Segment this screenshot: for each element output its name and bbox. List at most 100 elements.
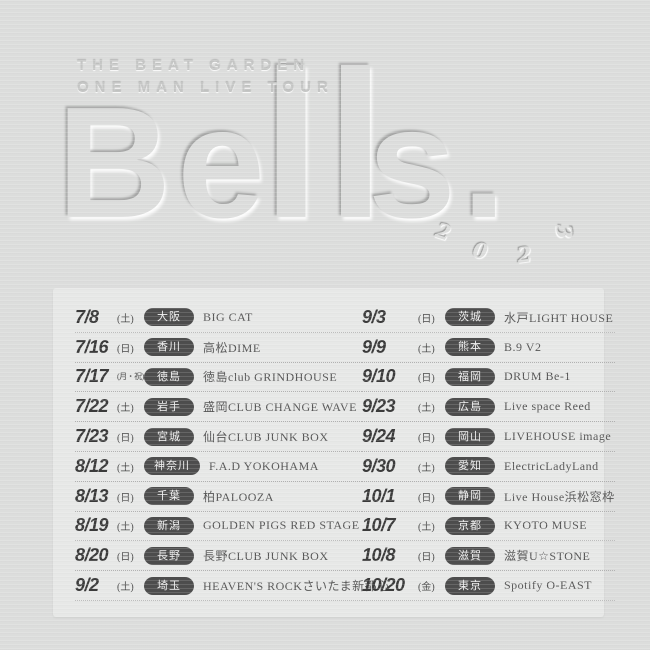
prefecture-badge: 京都 xyxy=(445,516,495,535)
venue-name: DRUM Be-1 xyxy=(504,369,571,384)
show-date: 9/30 xyxy=(362,455,396,476)
show-day-of-week: (土) xyxy=(117,403,134,415)
show-day-of-week: (日) xyxy=(117,492,134,504)
venue-name: 仙台CLUB JUNK BOX xyxy=(203,430,329,445)
show-date: 10/20 xyxy=(362,575,405,596)
year-digit-0: 0 xyxy=(470,236,490,265)
prefecture-badge: 宮城 xyxy=(144,427,194,446)
show-date: 10/7 xyxy=(362,515,396,536)
prefecture-badge: 静岡 xyxy=(445,487,495,506)
show-date: 9/24 xyxy=(362,426,396,447)
show-day-of-week: (月・祝) xyxy=(117,372,144,382)
schedule-row: 7/17 (月・祝) 徳島 徳島club GRINDHOUSE xyxy=(75,363,362,393)
year-digit-3: 3 xyxy=(551,223,578,240)
venue-name: HEAVEN'S ROCKさいたま新都心 xyxy=(203,579,390,594)
show-date: 7/16 xyxy=(75,336,109,357)
prefecture-badge: 埼玉 xyxy=(144,576,194,595)
schedule-row: 8/19 (土) 新潟 GOLDEN PIGS RED STAGE xyxy=(75,512,362,542)
schedule-row: 10/7 (土) 京都 KYOTO MUSE xyxy=(362,512,615,542)
schedule-row: 7/23 (日) 宮城 仙台CLUB JUNK BOX xyxy=(75,422,362,452)
show-day-of-week: (日) xyxy=(117,552,134,564)
prefecture-badge: 茨城 xyxy=(445,308,495,327)
show-day-of-week: (土) xyxy=(117,313,134,325)
show-date: 7/17 xyxy=(75,366,109,387)
venue-name: F.A.D YOKOHAMA xyxy=(209,458,319,473)
show-date: 9/10 xyxy=(362,366,396,387)
show-day-of-week: (日) xyxy=(117,433,134,445)
prefecture-badge: 長野 xyxy=(144,546,194,565)
venue-name: 高松DIME xyxy=(203,340,261,355)
venue-name: 徳島club GRINDHOUSE xyxy=(203,370,338,385)
show-date: 7/22 xyxy=(75,396,109,417)
show-day-of-week: (土) xyxy=(117,582,134,594)
prefecture-badge: 香川 xyxy=(144,338,194,357)
prefecture-badge: 福岡 xyxy=(445,367,495,386)
schedule-row: 7/16 (日) 香川 高松DIME xyxy=(75,333,362,363)
tour-title-line1: THE BEAT GARDEN xyxy=(77,57,311,74)
prefecture-badge: 大阪 xyxy=(144,308,194,327)
schedule-row: 8/13 (日) 千葉 柏PALOOZA xyxy=(75,482,362,512)
schedule-row: 10/8 (日) 滋賀 滋賀U☆STONE xyxy=(362,541,615,572)
schedule-row: 9/2 (土) 埼玉 HEAVEN'S ROCKさいたま新都心 xyxy=(75,571,389,601)
venue-name: LIVEHOUSE image xyxy=(504,429,612,444)
venue-name: Live House浜松窓枠 xyxy=(504,489,615,504)
show-date: 7/8 xyxy=(75,306,99,327)
show-date: 10/1 xyxy=(362,485,396,506)
show-date: 9/3 xyxy=(362,306,386,327)
schedule-row: 9/10 (日) 福岡 DRUM Be-1 xyxy=(362,363,615,393)
prefecture-badge: 徳島 xyxy=(144,367,194,386)
prefecture-badge: 神奈川 xyxy=(144,457,200,476)
show-day-of-week: (土) xyxy=(117,462,134,474)
prefecture-badge: 千葉 xyxy=(144,487,194,506)
venue-name: Live space Reed xyxy=(504,399,591,414)
venue-name: B.9 V2 xyxy=(504,339,542,354)
venue-name: ElectricLadyLand xyxy=(504,458,599,473)
venue-name: 水戸LIGHT HOUSE xyxy=(504,310,614,325)
prefecture-badge: 新潟 xyxy=(144,516,194,535)
prefecture-badge: 熊本 xyxy=(445,338,495,357)
show-date: 9/9 xyxy=(362,336,386,357)
venue-name: BIG CAT xyxy=(203,309,253,324)
show-day-of-week: (金) xyxy=(418,582,435,594)
year-digit-2b: 2 xyxy=(515,241,534,268)
venue-name: 盛岡CLUB CHANGE WAVE xyxy=(203,400,357,415)
schedule-row: 7/22 (土) 岩手 盛岡CLUB CHANGE WAVE xyxy=(75,392,362,423)
prefecture-badge: 愛知 xyxy=(445,457,495,476)
prefecture-badge: 広島 xyxy=(445,397,495,416)
show-day-of-week: (土) xyxy=(418,403,435,415)
show-day-of-week: (土) xyxy=(418,343,435,355)
schedule-column-right: 9/3 (日) 茨城 水戸LIGHT HOUSE 9/9 (土) 熊本 B.9 … xyxy=(362,303,615,617)
prefecture-badge: 岡山 xyxy=(445,427,495,446)
schedule-row: 7/8 (土) 大阪 BIG CAT xyxy=(75,303,362,333)
show-day-of-week: (日) xyxy=(418,313,435,325)
schedule-row: 9/24 (日) 岡山 LIVEHOUSE image xyxy=(362,422,615,452)
venue-name: Spotify O-EAST xyxy=(504,578,592,593)
schedule-row: 8/20 (日) 長野 長野CLUB JUNK BOX xyxy=(75,541,362,572)
schedule-row: 8/12 (土) 神奈川 F.A.D YOKOHAMA xyxy=(75,452,362,482)
show-day-of-week: (土) xyxy=(418,462,435,474)
prefecture-badge: 東京 xyxy=(445,576,495,595)
schedule-row: 9/23 (土) 広島 Live space Reed xyxy=(362,392,615,423)
show-day-of-week: (日) xyxy=(418,552,435,564)
schedule-row: 9/3 (日) 茨城 水戸LIGHT HOUSE xyxy=(362,303,615,333)
schedule-row: 9/30 (土) 愛知 ElectricLadyLand xyxy=(362,452,615,482)
prefecture-badge: 滋賀 xyxy=(445,546,495,565)
show-date: 8/19 xyxy=(75,515,109,536)
schedule-panel: 7/8 (土) 大阪 BIG CAT 7/16 (日) 香川 高松DIME 7/… xyxy=(53,288,615,617)
show-date: 8/20 xyxy=(75,545,109,566)
schedule-row: 9/9 (土) 熊本 B.9 V2 xyxy=(362,333,615,363)
schedule-column-left: 7/8 (土) 大阪 BIG CAT 7/16 (日) 香川 高松DIME 7/… xyxy=(75,303,389,617)
venue-name: GOLDEN PIGS RED STAGE xyxy=(203,518,360,533)
logo-part-ll: ll xyxy=(262,27,391,262)
venue-name: 柏PALOOZA xyxy=(203,489,274,504)
show-day-of-week: (日) xyxy=(117,343,134,355)
tour-title-line2: ONE MAN LIVE TOUR xyxy=(77,79,334,96)
show-date: 8/13 xyxy=(75,485,109,506)
show-day-of-week: (土) xyxy=(418,522,435,534)
prefecture-badge: 岩手 xyxy=(144,397,194,416)
schedule-row: 10/20 (金) 東京 Spotify O-EAST xyxy=(362,571,615,601)
show-day-of-week: (日) xyxy=(418,373,435,385)
show-date: 9/2 xyxy=(75,575,99,596)
logo-part-s: s. xyxy=(368,75,512,251)
